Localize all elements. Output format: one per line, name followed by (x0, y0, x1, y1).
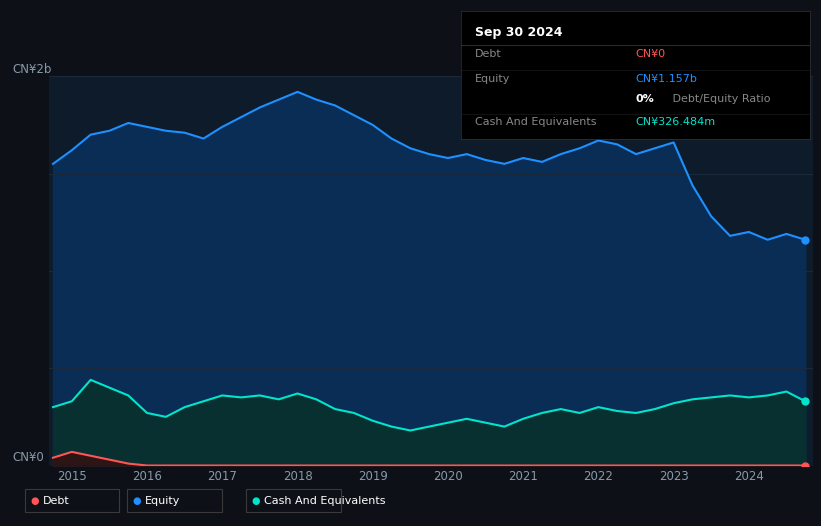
Text: Equity: Equity (145, 495, 181, 506)
Text: ●: ● (252, 495, 260, 506)
Text: CN¥1.157b: CN¥1.157b (636, 74, 698, 84)
Text: Sep 30 2024: Sep 30 2024 (475, 26, 563, 39)
Text: ●: ● (133, 495, 141, 506)
Text: Cash And Equivalents: Cash And Equivalents (264, 495, 386, 506)
Text: 0%: 0% (636, 94, 654, 104)
Text: Debt/Equity Ratio: Debt/Equity Ratio (669, 94, 771, 104)
Text: CN¥0: CN¥0 (12, 451, 44, 464)
Text: Cash And Equivalents: Cash And Equivalents (475, 117, 597, 127)
Text: Equity: Equity (475, 74, 511, 84)
Text: CN¥2b: CN¥2b (12, 63, 52, 76)
Text: CN¥326.484m: CN¥326.484m (636, 117, 716, 127)
Text: Debt: Debt (43, 495, 70, 506)
Text: CN¥0: CN¥0 (636, 49, 666, 59)
Text: ●: ● (30, 495, 39, 506)
Text: Debt: Debt (475, 49, 502, 59)
